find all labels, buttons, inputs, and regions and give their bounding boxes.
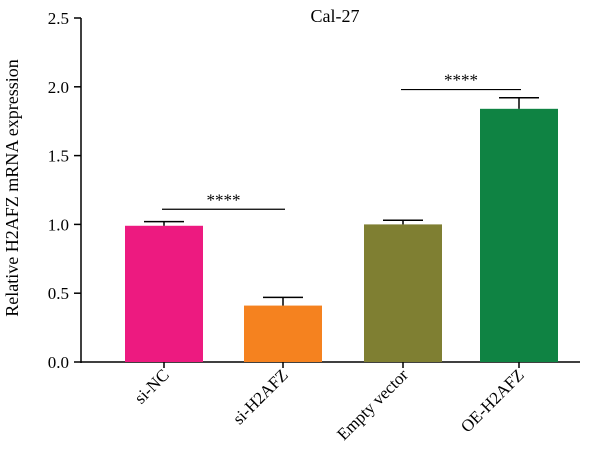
x-tick-label: si-H2AFZ bbox=[229, 365, 292, 428]
y-tick-label: 0.0 bbox=[48, 353, 69, 372]
x-tick-label: si-NC bbox=[131, 365, 173, 407]
y-tick-label: 1.5 bbox=[48, 147, 69, 166]
y-tick-label: 2.0 bbox=[48, 78, 69, 97]
bar-empty-vector bbox=[364, 224, 442, 362]
y-tick-label: 1.0 bbox=[48, 215, 69, 234]
bar-si-h2afz bbox=[244, 305, 322, 362]
y-tick-label: 2.5 bbox=[48, 9, 69, 28]
bar-si-nc bbox=[125, 225, 203, 362]
bar-oe-h2afz bbox=[480, 108, 558, 362]
y-tick-label: 0.5 bbox=[48, 284, 69, 303]
x-tick-label: OE-H2AFZ bbox=[457, 365, 528, 436]
chart-title: Cal-27 bbox=[311, 6, 360, 26]
plot-area: 0.0 0.5 1.0 1.5 2.0 2.5 si-NC si-H2AFZ Empty vec… bbox=[48, 9, 580, 444]
significance-label: **** bbox=[444, 71, 478, 90]
y-axis-title: Relative H2AFZ mRNA expression bbox=[2, 59, 22, 316]
x-tick-label: Empty vector bbox=[333, 365, 412, 444]
significance-label: **** bbox=[207, 190, 241, 209]
